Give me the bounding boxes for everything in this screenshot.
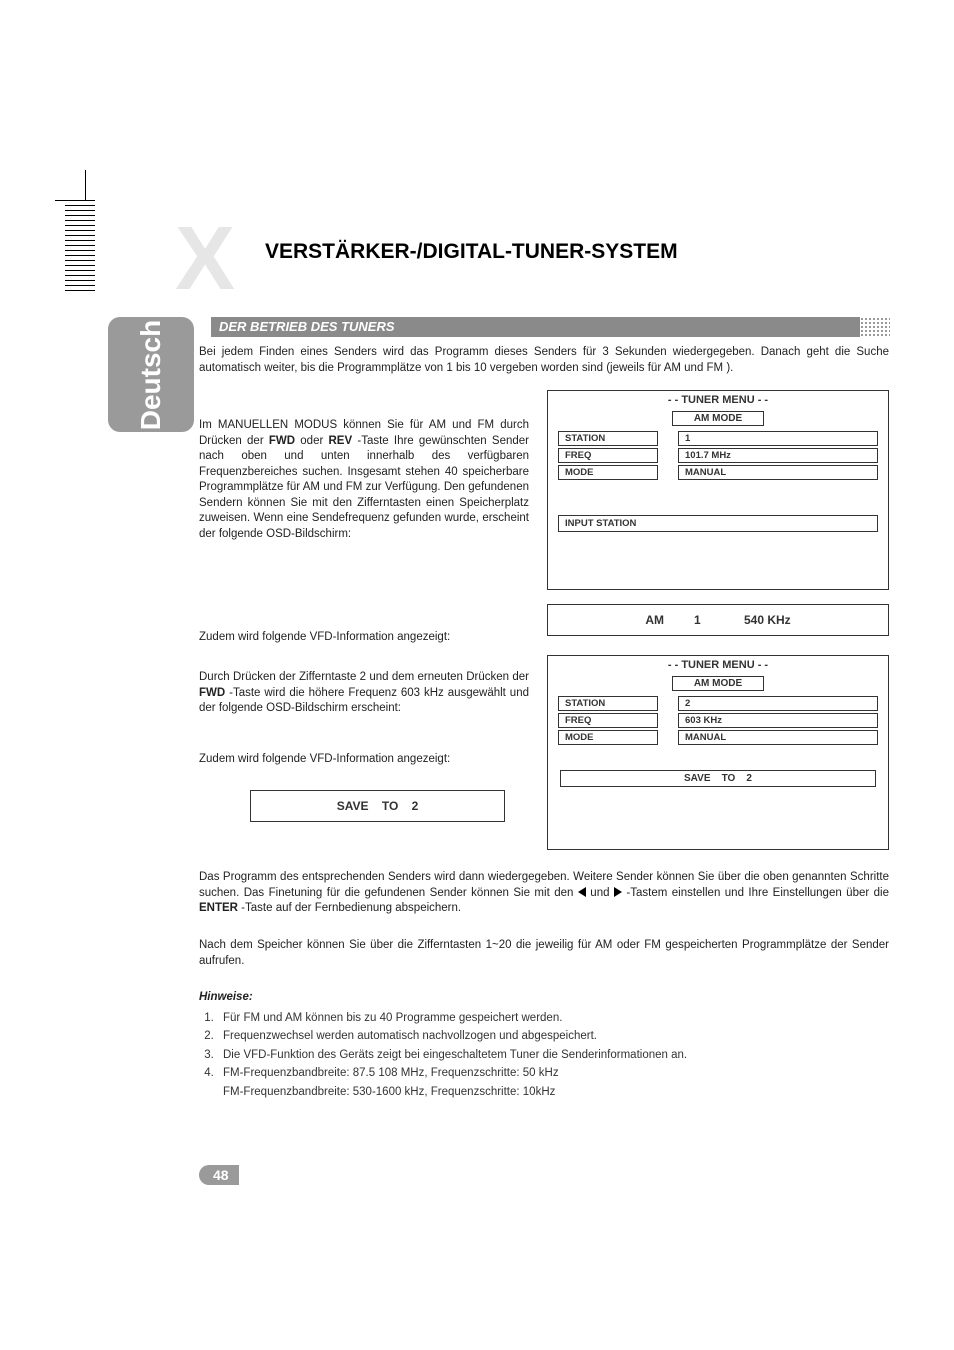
page-heading: VERSTÄRKER-/DIGITAL-TUNER-SYSTEM xyxy=(265,240,678,264)
osd1-title: - - TUNER MENU - - xyxy=(548,394,888,406)
vfd2-caption: Zudem wird folgende VFD-Information ange… xyxy=(199,752,529,768)
osd2-freq-label: FREQ xyxy=(558,713,658,728)
osd1-mode-label: MODE xyxy=(558,465,658,480)
note-4: FM-Frequenzbandbreite: 87.5 108 MHz, Fre… xyxy=(217,1064,889,1101)
ziffer2-paragraph: Durch Drücken der Zifferntaste 2 und dem… xyxy=(199,670,529,717)
watermark-x: X xyxy=(175,208,235,311)
after-paragraph: Das Programm des entsprechenden Senders … xyxy=(199,870,889,917)
osd1-mode-badge: AM MODE xyxy=(672,411,764,426)
osd2-mode-badge: AM MODE xyxy=(672,676,764,691)
triangle-left-icon xyxy=(578,887,586,897)
note-2: Frequenzwechsel werden automatisch nachv… xyxy=(217,1027,889,1045)
section-pattern-icon xyxy=(860,317,890,337)
osd1-station-value: 1 xyxy=(678,431,878,446)
osd1-freq-label: FREQ xyxy=(558,448,658,463)
language-tab: Deutsch xyxy=(108,317,194,432)
manual-mode-paragraph: Im MANUELLEN MODUS können Sie für AM und… xyxy=(199,418,529,542)
vfd-display-2: SAVE TO 2 xyxy=(250,790,505,822)
osd1-mode-value: MANUAL xyxy=(678,465,878,480)
language-label: Deutsch xyxy=(135,319,167,429)
note-3: Die VFD-Funktion des Geräts zeigt bei ei… xyxy=(217,1046,889,1064)
osd2-mode-label: MODE xyxy=(558,730,658,745)
osd-screen-1: - - TUNER MENU - - AM MODE STATION 1 FRE… xyxy=(547,390,889,590)
intro-paragraph: Bei jedem Finden eines Senders wird das … xyxy=(199,345,889,376)
recall-paragraph: Nach dem Speicher können Sie über die Zi… xyxy=(199,938,889,969)
osd1-input-station: INPUT STATION xyxy=(558,515,878,532)
page-number-badge: 48 xyxy=(199,1165,239,1185)
osd2-title: - - TUNER MENU - - xyxy=(548,659,888,671)
osd2-freq-value: 603 KHz xyxy=(678,713,878,728)
hinweise-heading: Hinweise: xyxy=(199,990,889,1006)
osd-screen-2: - - TUNER MENU - - AM MODE STATION 2 FRE… xyxy=(547,655,889,850)
section-title-bar: DER BETRIEB DES TUNERS xyxy=(211,317,860,337)
osd2-mode-value: MANUAL xyxy=(678,730,878,745)
vfd1-caption: Zudem wird folgende VFD-Information ange… xyxy=(199,630,529,646)
osd1-freq-value: 101.7 MHz xyxy=(678,448,878,463)
note-1: Für FM und AM können bis zu 40 Programme… xyxy=(217,1009,889,1027)
vfd-display-1: AM 1 540 KHz xyxy=(547,604,889,636)
margin-hatch xyxy=(65,200,95,295)
triangle-right-icon xyxy=(614,887,622,897)
osd1-station-label: STATION xyxy=(558,431,658,446)
osd2-station-label: STATION xyxy=(558,696,658,711)
osd2-save-line: SAVE TO 2 xyxy=(560,770,876,787)
osd2-station-value: 2 xyxy=(678,696,878,711)
notes-list: Für FM und AM können bis zu 40 Programme… xyxy=(199,1005,889,1101)
